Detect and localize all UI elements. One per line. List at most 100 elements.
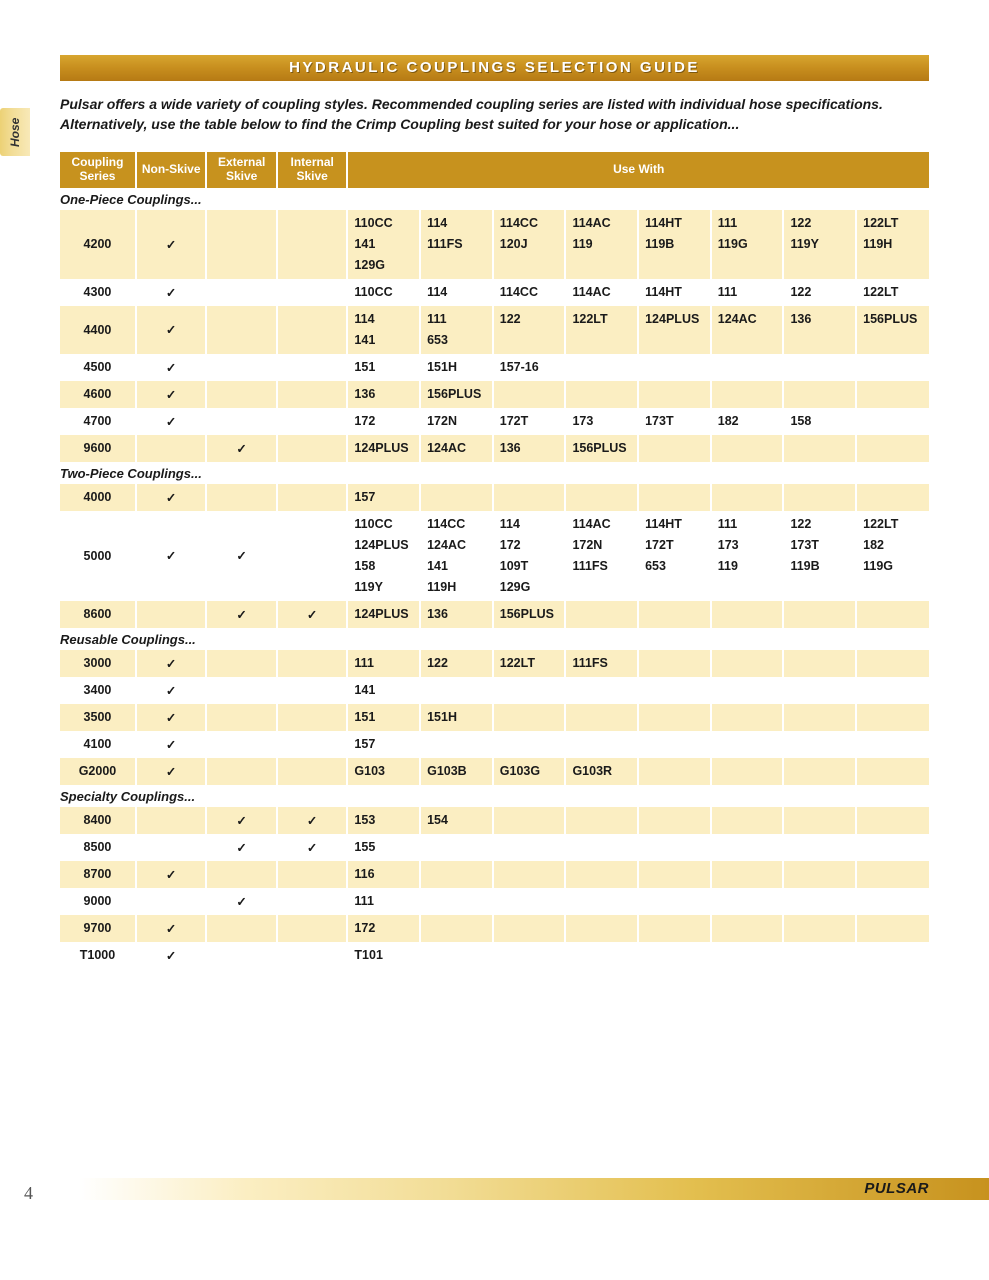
cell-use: 173: [565, 408, 638, 435]
cell-non-skive: ✓: [136, 210, 207, 279]
cell-series: 4500: [60, 354, 136, 381]
cell-int-skive: [277, 861, 348, 888]
page-title-bar: HYDRAULIC COUPLINGS SELECTION GUIDE: [60, 55, 929, 81]
cell-use: [711, 731, 784, 758]
cell-use: [638, 484, 711, 511]
cell-use: 156PLUS: [856, 306, 929, 354]
brand-logo-text: PULSAR: [864, 1178, 929, 1200]
cell-use: [420, 677, 493, 704]
cell-use: 114AC: [565, 279, 638, 306]
cell-use: [638, 758, 711, 785]
cell-use: 151H: [420, 704, 493, 731]
cell-use: [711, 677, 784, 704]
cell-use: 122173T119B: [783, 511, 856, 601]
cell-use: 156PLUS: [493, 601, 566, 628]
cell-series: 5000: [60, 511, 136, 601]
cell-use: 111119G: [711, 210, 784, 279]
cell-series: 3000: [60, 650, 136, 677]
cell-use: [783, 354, 856, 381]
cell-use: [565, 861, 638, 888]
col-internal-skive: Internal Skive: [277, 152, 348, 188]
cell-use: [856, 381, 929, 408]
table-row: 4500✓151151H157-16: [60, 354, 929, 381]
cell-series: 4000: [60, 484, 136, 511]
cell-use: [638, 834, 711, 861]
cell-use: 122119Y: [783, 210, 856, 279]
cell-use: 182: [711, 408, 784, 435]
cell-non-skive: ✓: [136, 408, 207, 435]
cell-non-skive: ✓: [136, 511, 207, 601]
col-use-with: Use With: [347, 152, 929, 188]
cell-use: [856, 484, 929, 511]
cell-int-skive: [277, 758, 348, 785]
cell-use: [638, 915, 711, 942]
table-row: 4700✓172172N172T173173T182158: [60, 408, 929, 435]
cell-use: 124PLUS: [638, 306, 711, 354]
cell-use: [783, 915, 856, 942]
cell-use: [856, 915, 929, 942]
cell-ext-skive: [206, 408, 277, 435]
cell-int-skive: [277, 408, 348, 435]
cell-series: G2000: [60, 758, 136, 785]
cell-non-skive: ✓: [136, 731, 207, 758]
side-tab-hose: Hose: [0, 108, 30, 156]
cell-use: [638, 861, 711, 888]
cell-use: [493, 834, 566, 861]
cell-use: 122LT: [493, 650, 566, 677]
cell-use: 153: [347, 807, 420, 834]
cell-use: [783, 942, 856, 969]
cell-use: 122: [493, 306, 566, 354]
cell-use: G103R: [565, 758, 638, 785]
cell-non-skive: [136, 807, 207, 834]
cell-non-skive: ✓: [136, 704, 207, 731]
cell-ext-skive: [206, 758, 277, 785]
cell-use: [638, 601, 711, 628]
coupling-selection-table: Coupling Series Non-Skive External Skive…: [60, 152, 929, 969]
cell-use: [565, 731, 638, 758]
cell-int-skive: [277, 704, 348, 731]
cell-use: [856, 601, 929, 628]
cell-series: 4300: [60, 279, 136, 306]
cell-non-skive: ✓: [136, 484, 207, 511]
cell-use: [711, 807, 784, 834]
cell-use: [565, 834, 638, 861]
cell-ext-skive: [206, 915, 277, 942]
cell-use: 136: [493, 435, 566, 462]
cell-use: [711, 435, 784, 462]
cell-use: [638, 677, 711, 704]
cell-non-skive: ✓: [136, 279, 207, 306]
table-row: 3400✓141: [60, 677, 929, 704]
cell-use: 155: [347, 834, 420, 861]
cell-use: G103: [347, 758, 420, 785]
col-non-skive: Non-Skive: [136, 152, 207, 188]
cell-series: 8600: [60, 601, 136, 628]
cell-ext-skive: [206, 650, 277, 677]
table-row: 9600✓124PLUS124AC136156PLUS: [60, 435, 929, 462]
section-label: Reusable Couplings...: [60, 628, 929, 650]
cell-use: 157-16: [493, 354, 566, 381]
cell-use: [493, 381, 566, 408]
cell-use: 111173119: [711, 511, 784, 601]
cell-use: [711, 834, 784, 861]
cell-ext-skive: [206, 942, 277, 969]
cell-series: 4100: [60, 731, 136, 758]
cell-use: 172T: [493, 408, 566, 435]
cell-use: [711, 381, 784, 408]
cell-non-skive: ✓: [136, 306, 207, 354]
cell-use: 124PLUS: [347, 435, 420, 462]
cell-int-skive: [277, 731, 348, 758]
table-row: 9000✓111: [60, 888, 929, 915]
cell-int-skive: [277, 942, 348, 969]
cell-series: 8700: [60, 861, 136, 888]
cell-int-skive: [277, 650, 348, 677]
cell-use: [856, 834, 929, 861]
cell-use: [783, 601, 856, 628]
cell-non-skive: [136, 834, 207, 861]
cell-use: 124PLUS: [347, 601, 420, 628]
cell-non-skive: ✓: [136, 354, 207, 381]
cell-use: 114AC119: [565, 210, 638, 279]
cell-use: 114HT172T653: [638, 511, 711, 601]
cell-use: [420, 915, 493, 942]
table-row: 3000✓111122122LT111FS: [60, 650, 929, 677]
cell-use: [420, 731, 493, 758]
